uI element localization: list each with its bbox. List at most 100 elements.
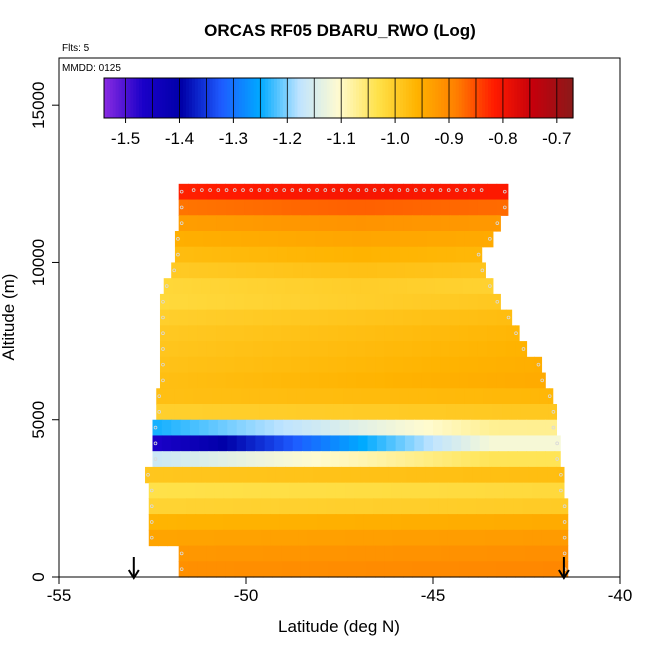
heatmap-cell xyxy=(240,246,251,264)
heatmap-cell xyxy=(522,514,533,531)
profile-point xyxy=(551,425,556,430)
heatmap-cell xyxy=(447,498,458,515)
heatmap-cell xyxy=(384,325,395,342)
heatmap-cell xyxy=(382,482,393,499)
heatmap-cell xyxy=(470,435,481,452)
heatmap-cell xyxy=(287,231,298,248)
heatmap-cell xyxy=(492,404,503,421)
colorbar-cell xyxy=(197,78,202,118)
heatmap-cell xyxy=(388,278,399,295)
heatmap-cell xyxy=(477,561,488,578)
heatmap-cell xyxy=(281,372,292,389)
profile-point xyxy=(547,394,552,398)
heatmap-cell xyxy=(159,341,170,358)
heatmap-cell xyxy=(318,183,329,201)
heatmap-cell xyxy=(474,388,485,405)
heatmap-cell xyxy=(562,561,569,578)
heatmap-cell xyxy=(231,246,241,264)
heatmap-cell xyxy=(496,356,507,374)
heatmap-cell xyxy=(403,199,414,216)
heatmap-cell xyxy=(197,545,208,562)
heatmap-cell xyxy=(399,388,410,405)
heatmap-cell xyxy=(517,451,528,468)
heatmap-cell xyxy=(300,356,311,374)
heatmap-cell xyxy=(440,183,451,201)
heatmap-cell xyxy=(343,246,354,264)
heatmap-cell xyxy=(416,466,427,484)
heatmap-cell xyxy=(191,278,202,295)
heatmap-cell xyxy=(395,262,406,279)
heatmap-cell xyxy=(309,309,320,326)
heatmap-cell xyxy=(371,231,382,248)
heatmap-cell xyxy=(253,341,264,358)
heatmap-cell xyxy=(339,435,350,452)
profile-point xyxy=(480,268,485,273)
colorbar-cell xyxy=(235,78,240,118)
heatmap-cell xyxy=(494,482,505,499)
x-tick-label: -40 xyxy=(608,586,633,605)
profile-point xyxy=(495,221,500,225)
heatmap-cell xyxy=(223,529,234,547)
heatmap-cell xyxy=(421,372,432,389)
heatmap-cell xyxy=(152,419,163,437)
heatmap-cell xyxy=(532,482,543,499)
heatmap-cell xyxy=(330,419,341,437)
heatmap-cell xyxy=(281,545,292,562)
heatmap-cell xyxy=(375,325,385,342)
heatmap-cell xyxy=(412,561,423,578)
heatmap-cell xyxy=(517,419,528,437)
heatmap-cell xyxy=(487,561,498,578)
heatmap-cell xyxy=(290,293,301,311)
heatmap-cell xyxy=(328,309,339,326)
heatmap-cell xyxy=(270,529,281,547)
heatmap-cell xyxy=(163,466,174,484)
heatmap-cell xyxy=(238,278,249,295)
heatmap-cell xyxy=(302,435,313,452)
heatmap-cell xyxy=(453,466,464,484)
heatmap-cell xyxy=(216,561,227,578)
profile-point xyxy=(389,188,393,192)
mmdd-label: MMDD: 0125 xyxy=(62,63,121,74)
colorbar-cell xyxy=(402,78,407,118)
heatmap-cell xyxy=(358,262,369,279)
heatmap-cell xyxy=(330,435,341,452)
heatmap-cell xyxy=(403,561,414,578)
heatmap-cell xyxy=(257,466,268,484)
heatmap-cell xyxy=(382,529,393,547)
heatmap-cell xyxy=(356,341,367,358)
heatmap-cell xyxy=(535,435,546,452)
heatmap-cell xyxy=(326,514,337,531)
heatmap-cell xyxy=(365,199,376,216)
heatmap-cell xyxy=(313,278,324,295)
colorbar-cell xyxy=(540,78,545,118)
y-axis-label: Altitude (m) xyxy=(0,274,18,361)
heatmap-cell xyxy=(302,419,313,437)
heatmap-cell xyxy=(214,514,225,531)
heatmap-cell xyxy=(401,529,412,547)
heatmap-cell xyxy=(464,404,475,421)
heatmap-cell xyxy=(494,514,505,531)
heatmap-cell xyxy=(440,325,451,342)
x-tick-label: -45 xyxy=(421,586,446,605)
heatmap-cell xyxy=(317,482,328,499)
heatmap-cell xyxy=(216,293,227,311)
heatmap-cell xyxy=(539,404,550,421)
heatmap-cell xyxy=(403,356,414,374)
heatmap-cell xyxy=(393,372,404,389)
heatmap-cell xyxy=(253,183,264,201)
heatmap-cell xyxy=(244,561,255,578)
heatmap-cell xyxy=(552,545,563,562)
heatmap-cell xyxy=(178,545,189,562)
profile-point xyxy=(149,488,154,493)
heatmap-cell xyxy=(281,293,292,311)
heatmap-cell xyxy=(399,246,410,264)
heatmap-cell xyxy=(152,451,163,468)
heatmap-cell xyxy=(249,246,260,264)
colorbar-cell xyxy=(259,78,263,118)
colorbar-cell xyxy=(444,78,448,118)
heatmap-cell xyxy=(358,419,369,437)
colorbar-cell xyxy=(162,78,167,118)
heatmap-cell xyxy=(419,529,430,547)
heatmap-cell xyxy=(188,293,198,311)
